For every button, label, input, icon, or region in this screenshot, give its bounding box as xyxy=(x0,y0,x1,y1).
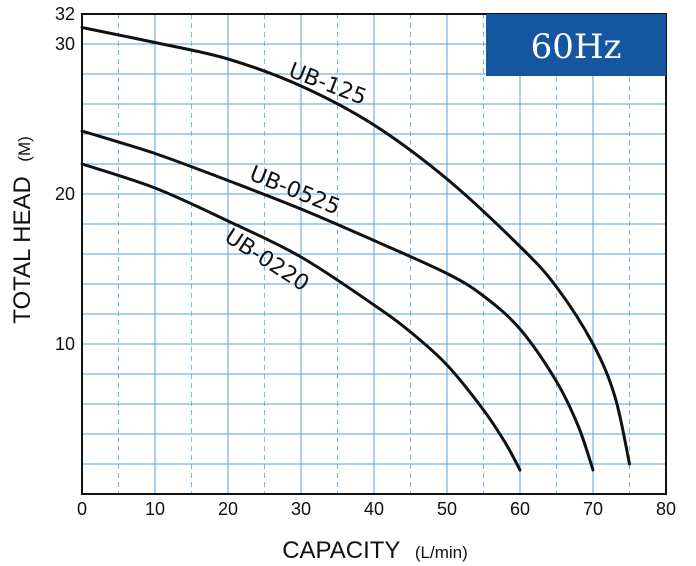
x-tick-label: 10 xyxy=(145,499,165,519)
x-axis-label-unit: (L/min) xyxy=(415,543,468,562)
y-axis-label: TOTAL HEAD (M) xyxy=(9,136,36,324)
x-tick-label: 50 xyxy=(437,499,457,519)
grid xyxy=(82,14,666,494)
x-tick-label: 60 xyxy=(510,499,530,519)
x-tick-label: 70 xyxy=(583,499,603,519)
curve-ub-125 xyxy=(80,26,631,466)
y-axis-label-main: TOTAL HEAD xyxy=(9,176,36,324)
x-tick-label: 30 xyxy=(291,499,311,519)
x-tick-label: 0 xyxy=(77,499,87,519)
x-axis-label-main: CAPACITY xyxy=(282,537,400,564)
y-axis-label-unit: (M) xyxy=(15,136,34,161)
x-tick-labels: 0 10 20 30 40 50 60 70 80 xyxy=(77,499,676,519)
plot-frame xyxy=(81,13,667,495)
y-tick-label: 10 xyxy=(55,334,75,354)
x-tick-label: 20 xyxy=(218,499,238,519)
frequency-badge: 60Hz xyxy=(486,14,666,76)
y-tick-label: 20 xyxy=(55,184,75,204)
x-tick-label: 80 xyxy=(656,499,676,519)
y-tick-label: 30 xyxy=(55,34,75,54)
x-tick-label: 40 xyxy=(364,499,384,519)
curve-ub-0220 xyxy=(80,162,522,472)
curve-ub-0525 xyxy=(80,129,595,472)
y-tick-label: 32 xyxy=(55,4,75,24)
y-tick-labels: 10 20 30 32 xyxy=(55,4,75,354)
badge-label: 60Hz xyxy=(531,27,622,67)
curves xyxy=(80,26,631,472)
x-axis-label: CAPACITY (L/min) xyxy=(282,537,468,564)
badge-background xyxy=(486,14,666,76)
